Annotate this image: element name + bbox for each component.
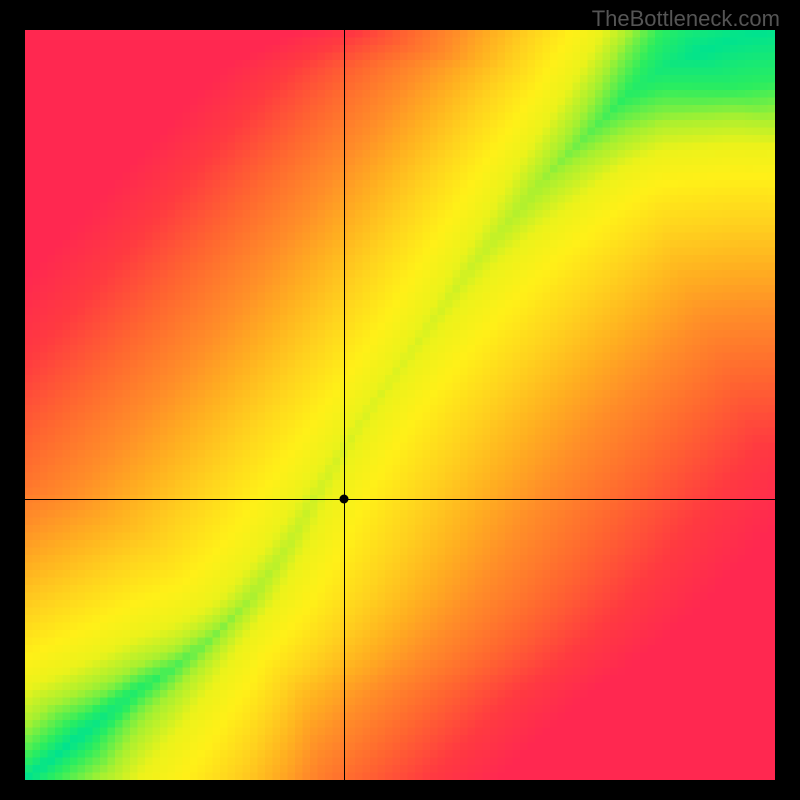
watermark-text: TheBottleneck.com bbox=[592, 6, 780, 32]
crosshair-vertical bbox=[344, 30, 345, 780]
crosshair-marker bbox=[339, 494, 348, 503]
crosshair-horizontal bbox=[25, 499, 775, 500]
plot-area bbox=[25, 30, 775, 780]
bottleneck-heatmap bbox=[25, 30, 775, 780]
